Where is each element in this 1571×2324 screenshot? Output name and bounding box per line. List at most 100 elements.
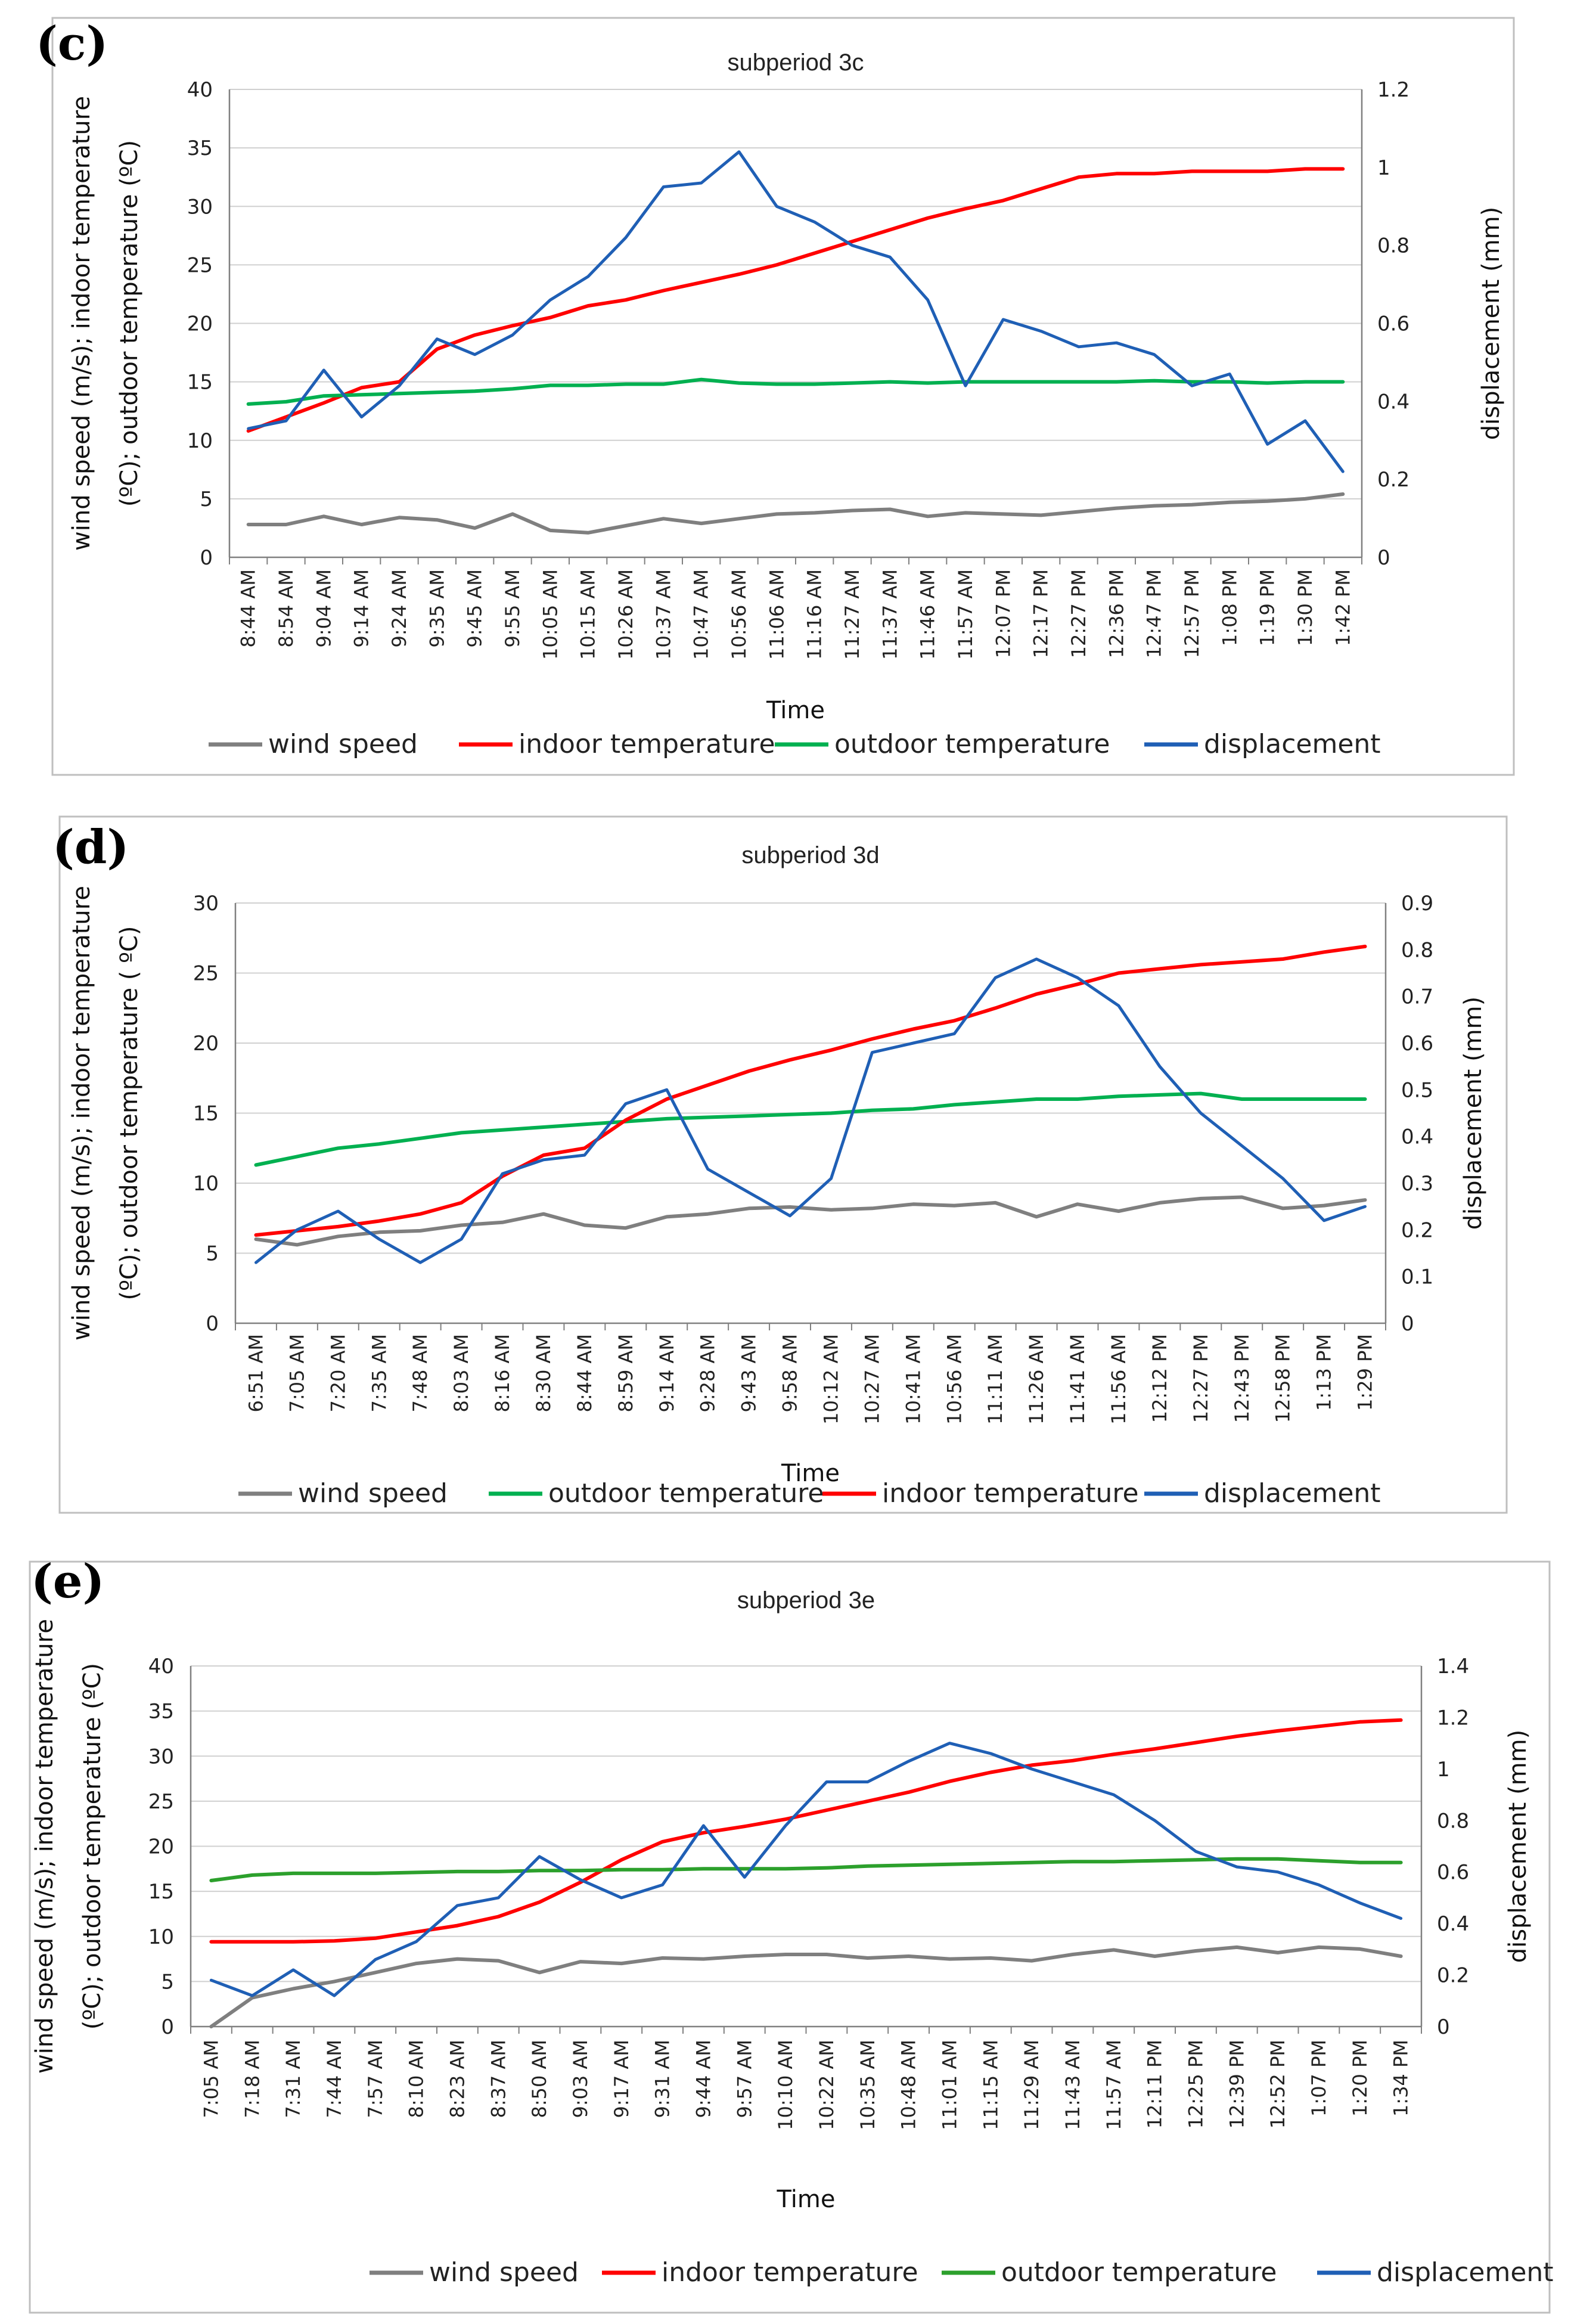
x-tick-label: 10:05 AM (539, 569, 561, 660)
legend-label: indoor temperature (519, 729, 775, 759)
x-tick-label: 10:15 AM (577, 569, 600, 660)
y-axis-title-line2: (ºC); outdoor temperature ( ºC) (116, 926, 143, 1300)
x-tick-label: 7:18 AM (241, 2040, 263, 2118)
y-tick-label: 25 (187, 253, 213, 277)
x-tick-label: 10:26 AM (614, 569, 637, 660)
legend-label: displacement (1204, 1478, 1381, 1509)
legend-label: outdoor temperature (1001, 2257, 1277, 2288)
series-line-displacement (209, 1742, 1403, 1997)
x-tick-label: 9:14 AM (350, 569, 373, 648)
x-tick-label: 11:01 AM (938, 2040, 961, 2130)
x-tick-label: 12:27 PM (1067, 569, 1090, 658)
x-tick-label: 8:23 AM (446, 2040, 468, 2118)
legend-label: outdoor temperature (548, 1478, 824, 1509)
x-tick-label: 9:14 AM (656, 1334, 678, 1413)
x-tick-label: 12:39 PM (1225, 2040, 1248, 2128)
x-tick-label: 8:37 AM (487, 2040, 510, 2118)
x-tick-label: 12:58 PM (1272, 1334, 1294, 1423)
x-tick-label: 11:41 AM (1066, 1334, 1089, 1425)
y-tick-label: 20 (193, 1032, 219, 1056)
x-tick-label: 10:35 AM (856, 2040, 879, 2130)
y-tick-label: 15 (193, 1102, 219, 1126)
y2-tick-label: 0.3 (1401, 1172, 1433, 1196)
chart-frame (29, 1560, 1551, 2314)
x-tick-label: 8:44 AM (237, 569, 260, 648)
y-tick-label: 40 (187, 78, 213, 102)
x-tick-label: 8:54 AM (275, 569, 297, 648)
y2-tick-label: 0.2 (1377, 468, 1409, 492)
x-tick-label: 10:56 AM (728, 569, 750, 660)
y-tick-label: 25 (148, 1790, 174, 1814)
chart-panel-c: 0 5 10 15 20 25 30 35 40 0 0.2 0.4 0.6 0.8 1 1.2 8:44 AM… (0, 0, 1571, 793)
legend-label: displacement (1204, 729, 1381, 759)
x-tick-label: 11:56 AM (1107, 1334, 1130, 1425)
x-tick-label: 11:27 AM (841, 569, 864, 660)
x-tick-label: 10:47 AM (690, 569, 713, 660)
y2-tick-label: 0.1 (1401, 1265, 1433, 1289)
x-tick-label: 8:16 AM (491, 1334, 514, 1413)
y2-tick-label: 0.5 (1401, 1078, 1433, 1102)
x-tick-label: 11:37 AM (878, 569, 901, 660)
y2-tick-label: 0 (1401, 1312, 1414, 1336)
y-tick-label: 10 (148, 1925, 174, 1949)
x-tick-label: 7:05 AM (285, 1334, 308, 1413)
y2-tick-label: 1.2 (1437, 1706, 1469, 1730)
legend-label: indoor temperature (882, 1478, 1139, 1509)
x-tick-label: 8:44 AM (573, 1334, 596, 1413)
y2-tick-label: 0.6 (1377, 312, 1409, 336)
y2-tick-label: 0.2 (1437, 1964, 1469, 1988)
chart-frame (51, 17, 1515, 776)
x-tick-label: 7:20 AM (327, 1334, 349, 1413)
y-axis-title-line1: wind speed (m/s); indoor temperature (68, 96, 95, 551)
y2-tick-label: 0.8 (1401, 938, 1433, 962)
panel-label: (c) (36, 17, 108, 71)
x-tick-label: 1:34 PM (1390, 2040, 1412, 2117)
x-axis-title: Time (777, 2186, 836, 2213)
y-tick-label: 5 (161, 1970, 174, 1994)
chart-d: 0 5 10 15 20 25 30 0 0.1 0.2 0.3 0.4 0.5 0.6 0.7 0.8 0.9… (52, 815, 1508, 1514)
y-tick-label: 20 (148, 1835, 174, 1859)
chart-panel-d: 0 5 10 15 20 25 30 0 0.1 0.2 0.3 0.4 0.5 0.6 0.7 0.8 0.9… (0, 811, 1571, 1520)
y2-axis-title: displacement (mm) (1460, 997, 1487, 1230)
x-tick-label: 1:07 PM (1308, 2040, 1330, 2117)
x-tick-label: 1:13 PM (1313, 1334, 1336, 1411)
x-tick-label: 7:57 AM (364, 2040, 387, 2118)
y-axis-title-line2: (ºC); outdoor temperature (ºC) (79, 1663, 106, 2030)
series-line-outdoor-temperature (209, 1857, 1403, 1882)
y2-tick-label: 0.6 (1437, 1861, 1469, 1885)
x-tick-label: 10:12 AM (819, 1334, 842, 1425)
x-tick-label: 7:31 AM (282, 2040, 305, 2118)
x-tick-label: 11:06 AM (765, 569, 788, 660)
x-tick-label: 10:48 AM (898, 2040, 920, 2130)
y2-axis-title: displacement (mm) (1477, 207, 1505, 440)
y2-tick-label: 1.4 (1437, 1655, 1469, 1678)
x-tick-label: 12:43 PM (1231, 1334, 1253, 1423)
x-tick-label: 11:26 AM (1025, 1334, 1048, 1425)
y-axis-title-line1: wind speed (m/s); indoor temperature (68, 886, 95, 1341)
x-tick-label: 12:17 PM (1030, 569, 1052, 658)
x-tick-label: 12:07 PM (992, 569, 1014, 658)
x-tick-label: 11:57 AM (954, 569, 977, 660)
y-tick-label: 15 (187, 371, 213, 395)
y2-tick-label: 0.2 (1401, 1218, 1433, 1242)
x-tick-label: 11:16 AM (803, 569, 826, 660)
series-line-indoor-temperature (254, 944, 1367, 1237)
panel-label: (e) (31, 1554, 104, 1609)
y2-tick-label: 1 (1437, 1758, 1450, 1782)
x-tick-label: 1:08 PM (1218, 569, 1241, 646)
x-tick-label: 9:57 AM (733, 2040, 756, 2118)
chart-title: subperiod 3d (741, 842, 879, 868)
series-line-indoor-temperature (246, 167, 1345, 433)
y-tick-label: 0 (161, 2015, 174, 2039)
series-line-indoor-temperature (209, 1718, 1403, 1944)
x-tick-label: 1:20 PM (1349, 2040, 1371, 2117)
y-tick-label: 25 (193, 962, 219, 986)
x-tick-label: 9:58 AM (779, 1334, 802, 1413)
x-tick-label: 12:47 PM (1143, 569, 1166, 658)
x-tick-label: 7:44 AM (323, 2040, 346, 2118)
y-tick-label: 40 (148, 1655, 174, 1678)
x-tick-label: 8:10 AM (405, 2040, 428, 2118)
chart-c: 0 5 10 15 20 25 30 35 40 0 0.2 0.4 0.6 0.8 1 1.2 8:44 AM… (36, 17, 1515, 776)
y2-tick-label: 0.4 (1401, 1125, 1433, 1149)
x-tick-label: 9:03 AM (569, 2040, 592, 2118)
